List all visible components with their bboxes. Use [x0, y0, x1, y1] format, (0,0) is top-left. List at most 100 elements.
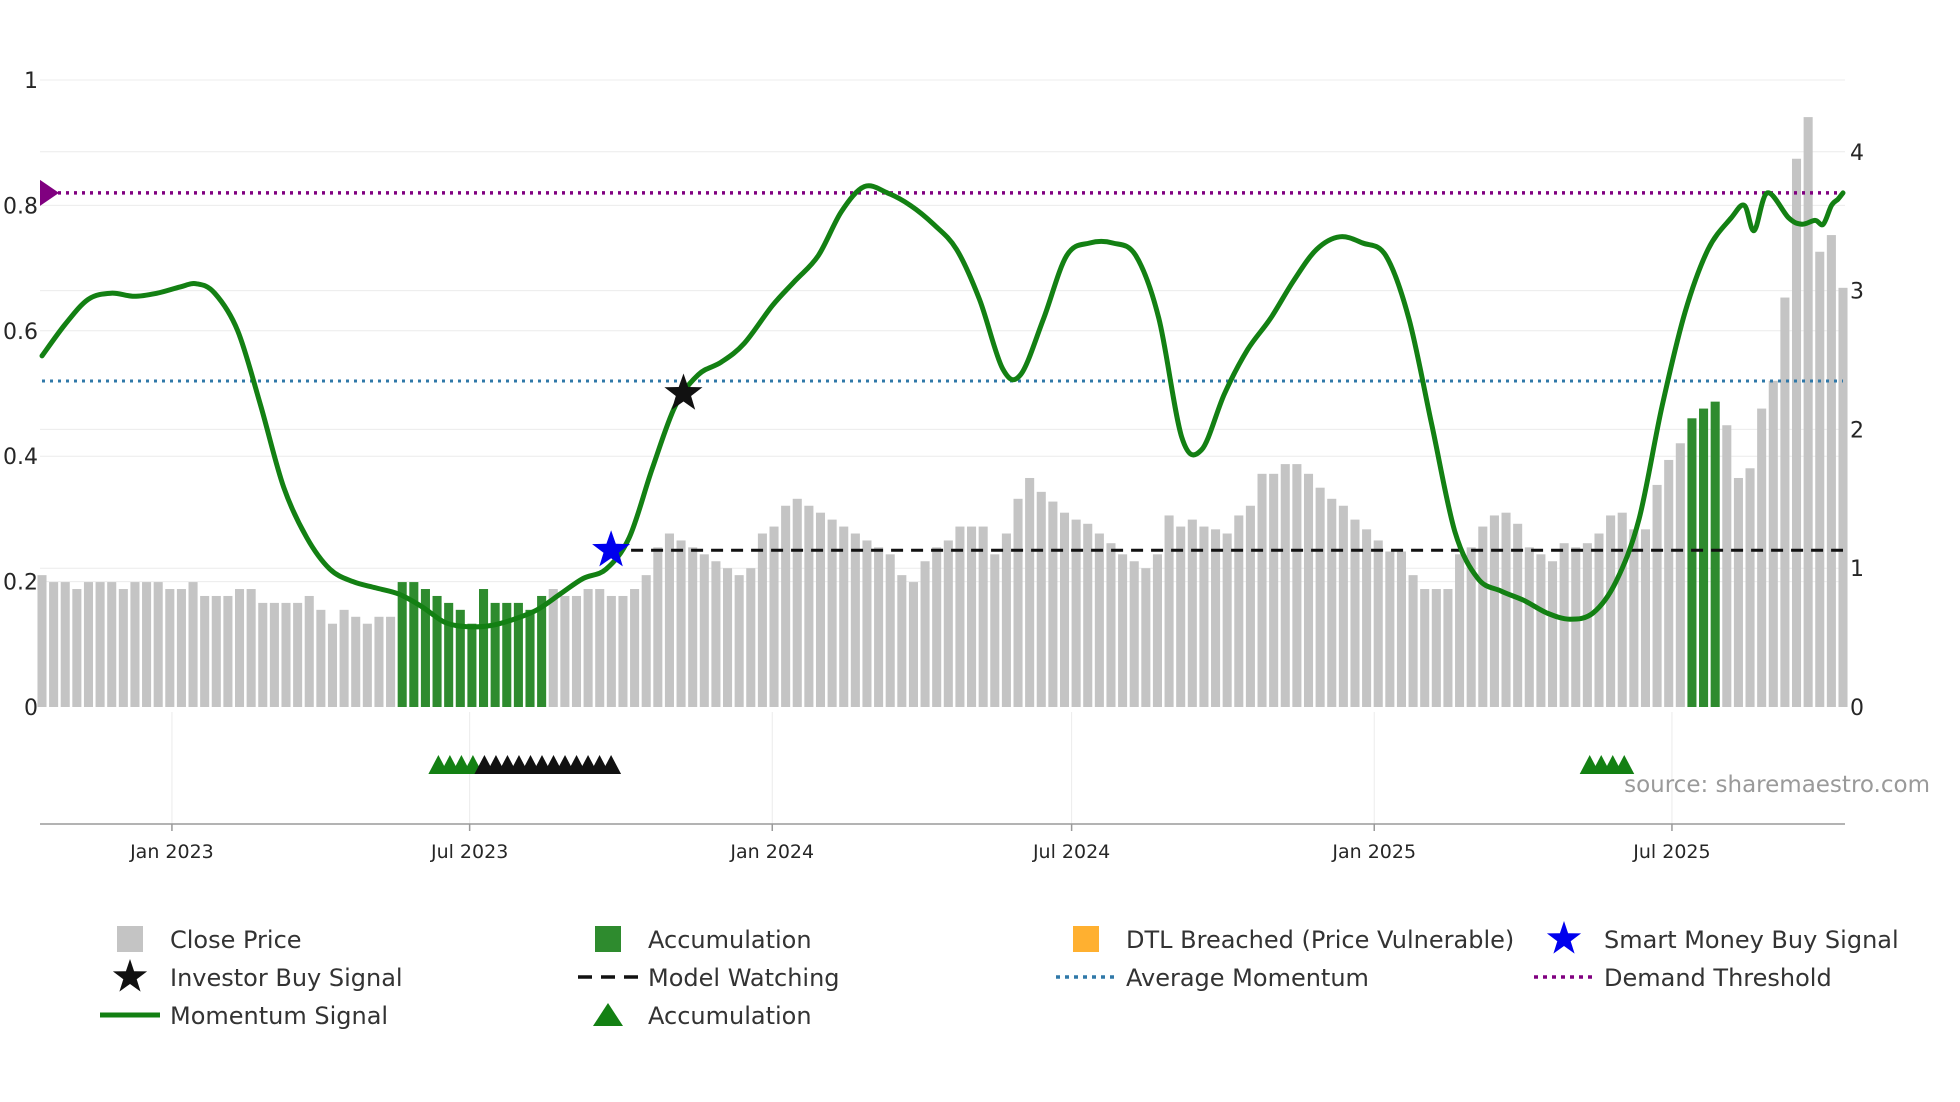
accumulation-bar: [479, 589, 489, 707]
close-price-bar: [1048, 501, 1058, 707]
accumulation-triangle: [601, 755, 622, 774]
demand-threshold-marker: [40, 179, 59, 206]
close-price-bar: [595, 589, 605, 707]
legend-swatch-dtl: [1073, 926, 1099, 952]
close-price-bar: [618, 595, 628, 707]
close-price-bar: [955, 526, 965, 707]
close-price-bar: [606, 595, 616, 707]
left-axis-tick-label: 0: [24, 696, 38, 721]
close-price-bar: [49, 582, 59, 707]
legend-item-dtl: DTL Breached (Price Vulnerable): [1073, 926, 1514, 954]
legend-label: Average Momentum: [1126, 964, 1369, 992]
legend-item-momentum: Momentum Signal: [100, 1002, 388, 1030]
legend-item-demand: Demand Threshold: [1534, 964, 1832, 992]
close-price-bar: [1478, 526, 1488, 707]
close-price-bar: [1826, 235, 1836, 707]
close-price-bar: [1001, 533, 1011, 707]
close-price-bar: [1025, 477, 1035, 707]
close-price-bar: [920, 561, 930, 707]
close-price-bar: [1629, 529, 1639, 707]
close-price-bar: [1803, 117, 1813, 708]
close-price-bar: [839, 526, 849, 707]
close-price-bar: [1675, 443, 1685, 707]
close-price-bar: [978, 526, 988, 707]
close-price-bar: [72, 589, 82, 707]
close-price-bar: [1582, 543, 1592, 707]
close-price-bar: [1559, 543, 1569, 707]
close-price-bar: [874, 547, 884, 707]
close-price-bar: [1838, 287, 1848, 707]
left-axis-tick-label: 1: [24, 69, 38, 94]
close-price-bar: [1071, 519, 1081, 707]
right-axis-tick-label: 1: [1850, 557, 1864, 582]
accumulation-triangle: [1614, 755, 1635, 774]
legend-label: Close Price: [170, 926, 302, 954]
legend-swatch-accumulation-triangle: [593, 1003, 623, 1026]
close-price-bar: [1547, 561, 1558, 707]
close-price-bar: [130, 582, 140, 707]
legend-label: Momentum Signal: [170, 1002, 388, 1030]
close-price-bar: [1617, 512, 1627, 707]
axes: 0 0.2 0.4 0.6 0.8 1 0 1 2 3 4 Jan 2023 Jul 2023 Jan 2…: [3, 69, 1864, 863]
right-axis-tick-label: 3: [1850, 280, 1864, 305]
reference-lines: [40, 179, 1843, 552]
legend-swatch-investor-star: [112, 959, 148, 992]
close-price-bar: [269, 602, 279, 707]
left-axis-tick-label: 0.6: [3, 320, 38, 345]
right-axis-tick-label: 4: [1850, 141, 1864, 166]
left-axis-tick-label: 0.2: [3, 571, 38, 596]
close-price-bar: [583, 589, 593, 707]
close-price-bar: [1013, 498, 1023, 707]
close-price-bar: [118, 589, 128, 707]
close-price-bar: [897, 575, 907, 707]
close-price-bar: [734, 575, 744, 707]
close-price-bar: [804, 505, 814, 707]
close-price-bar: [327, 623, 338, 707]
date-tick-label: Jul 2024: [1032, 841, 1110, 863]
close-price-bar: [688, 547, 698, 707]
close-price-bar: [374, 616, 384, 707]
close-price-bar: [827, 519, 837, 707]
date-tick-label: Jul 2023: [430, 841, 508, 863]
legend-item-accum-tri: Accumulation: [593, 1002, 812, 1030]
accumulation-bar: [502, 602, 512, 707]
close-price-bar: [142, 582, 152, 707]
close-price-bar: [1164, 515, 1174, 707]
close-price-bar: [1733, 477, 1743, 707]
date-tick-label: Jan 2024: [729, 841, 814, 863]
legend-label: Investor Buy Signal: [170, 964, 403, 992]
close-price-bar: [1083, 523, 1093, 707]
close-price-bar: [1594, 533, 1604, 707]
accumulation-bar: [455, 609, 465, 707]
close-price-bar: [1245, 505, 1255, 707]
close-price-bar: [351, 616, 361, 707]
close-price-bar: [1303, 473, 1314, 707]
close-price-bar: [1466, 547, 1476, 707]
close-price-bar: [1780, 297, 1790, 707]
close-price-bar: [908, 582, 918, 707]
close-price-bar: [1106, 543, 1116, 707]
close-price-bar: [304, 595, 314, 707]
close-price-bar: [990, 554, 1000, 707]
close-price-bar: [1338, 505, 1348, 707]
close-price-bar: [1257, 473, 1267, 707]
close-price-bar: [967, 526, 977, 707]
close-price-bar: [153, 582, 163, 707]
accumulation-bar: [1699, 408, 1709, 707]
close-price-bar: [1362, 529, 1372, 707]
close-price-bar: [1791, 158, 1802, 708]
close-price-bar: [1664, 459, 1674, 707]
close-price-bar: [664, 533, 674, 707]
accumulation-bar: [490, 602, 500, 707]
legend-item-accum-bar: Accumulation: [595, 926, 812, 954]
close-price-bar: [1420, 589, 1430, 707]
accumulation-bar: [1687, 418, 1697, 707]
date-tick-label: Jan 2023: [129, 841, 214, 863]
close-price-bar: [1036, 491, 1046, 707]
close-price-bar: [641, 575, 651, 707]
close-price-bar: [1373, 540, 1383, 707]
close-price-bar: [943, 540, 953, 707]
legend-label: Accumulation: [648, 1002, 812, 1030]
momentum-layer: [39, 183, 1846, 630]
